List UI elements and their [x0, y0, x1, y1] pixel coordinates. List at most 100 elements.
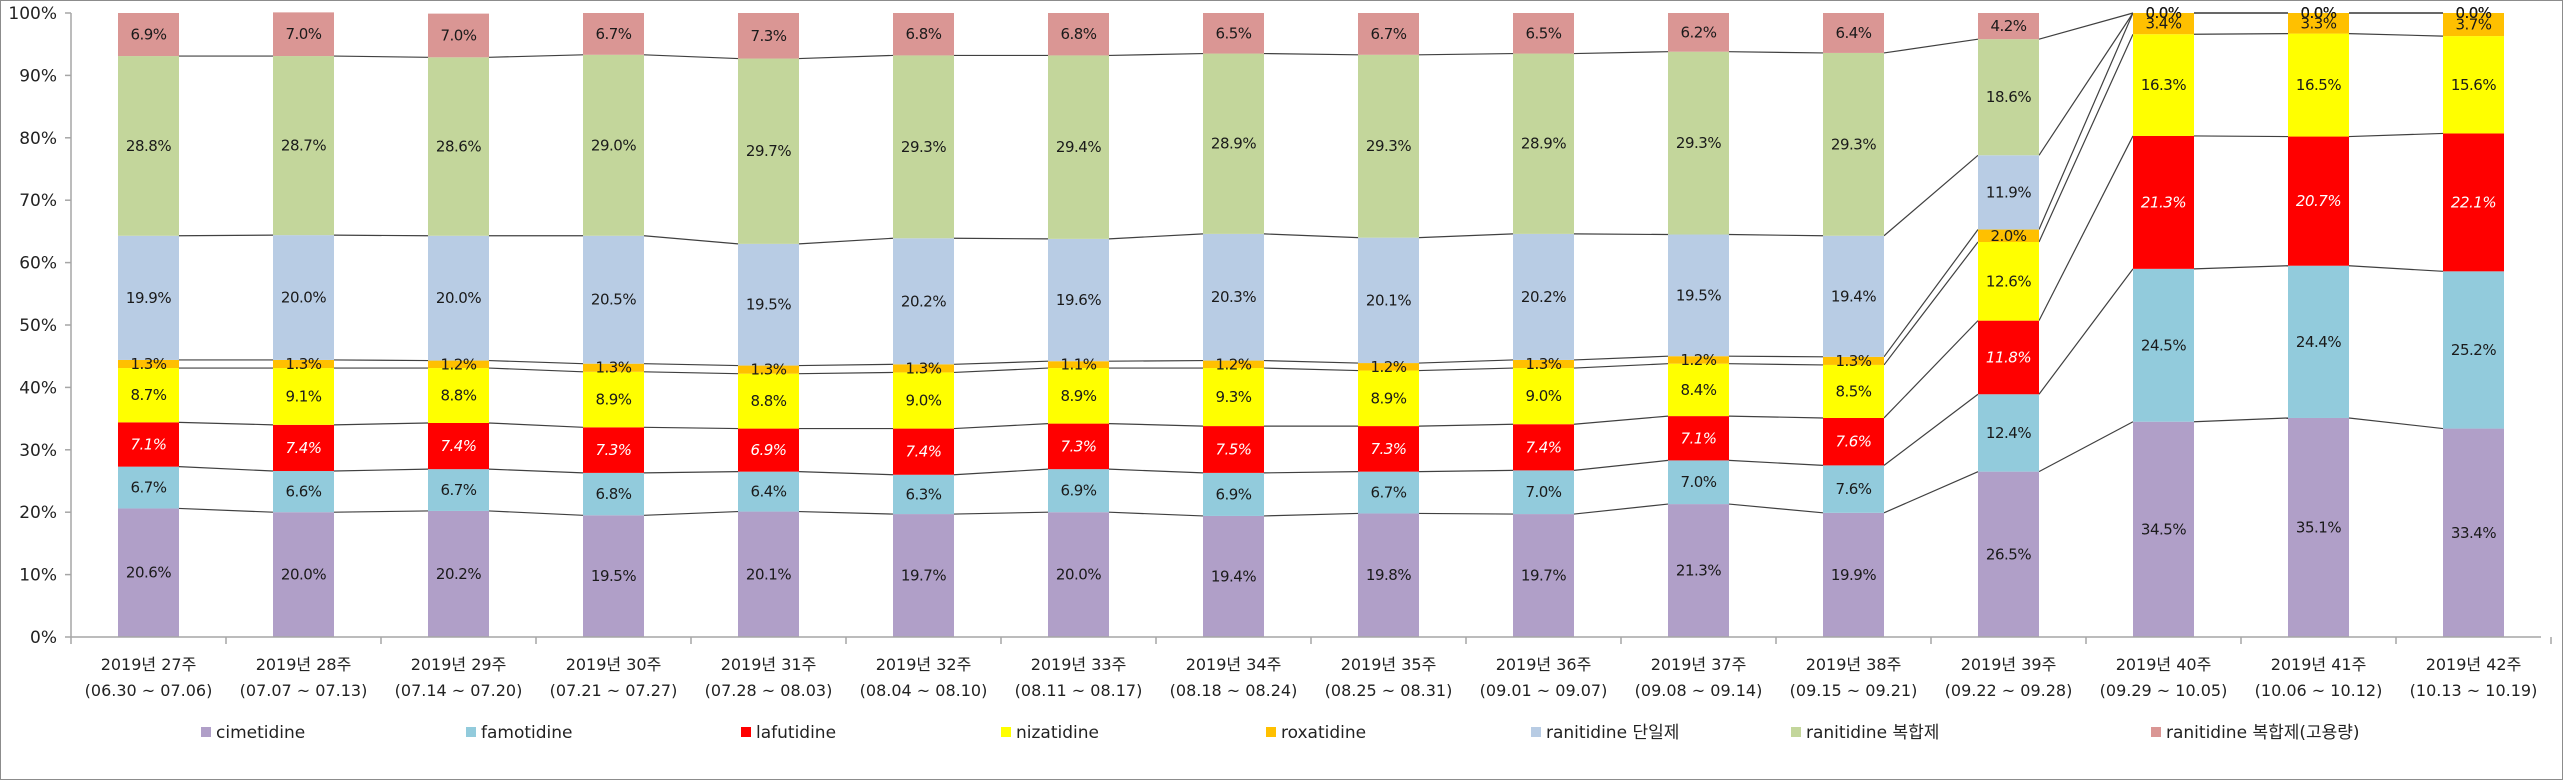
- bar-segment: [118, 422, 179, 467]
- bar-segment: [1048, 238, 1109, 362]
- data-label: 12.4%: [1986, 424, 2031, 442]
- series-line: [488, 468, 584, 474]
- bar-segment: [1048, 13, 1109, 56]
- bar-segment: [893, 55, 954, 239]
- data-label: 18.6%: [1986, 88, 2031, 106]
- series-line: [1728, 363, 1824, 366]
- data-label: 19.7%: [901, 567, 946, 585]
- legend-item: nizatidine: [1001, 723, 1099, 743]
- data-labels: 20.6% 20.0% 20.2% 19.5% 20.1% 19.7% 20.0% 19.4%…: [126, 4, 2497, 585]
- series-line: [953, 422, 1049, 430]
- data-label: 6.4%: [1835, 24, 1871, 42]
- data-label: 7.3%: [1370, 440, 1406, 458]
- bar-segment: [1668, 234, 1729, 357]
- y-axis: 0% 10% 20% 30% 40% 50% 60% 70% 80% 90% 100%: [8, 4, 72, 648]
- bar-segment: [1203, 368, 1264, 427]
- bar-segment: [273, 471, 334, 513]
- bar-segment: [118, 13, 179, 57]
- x-tick-label-week: 2019년 29주: [411, 655, 507, 674]
- series-line: [1883, 154, 1979, 237]
- series-line: [1263, 359, 1359, 364]
- data-label: 9.1%: [285, 387, 321, 405]
- series-line: [1573, 363, 1669, 369]
- x-axis: 2019년 27주 (06.30 ~ 07.06) 2019년 28주 (07.07 …: [70, 636, 2552, 700]
- bar-segment: [738, 471, 799, 512]
- data-label: 6.8%: [905, 25, 941, 43]
- bar-segment: [428, 510, 489, 637]
- data-label: 0.0%: [2300, 4, 2336, 22]
- series-line: [2193, 32, 2289, 35]
- x-tick-label-week: 2019년 32주: [876, 655, 972, 674]
- x-tick-label-range: (06.30 ~ 07.06): [85, 681, 213, 700]
- data-label: 0.0%: [2455, 4, 2491, 22]
- bar-segment: [1358, 426, 1419, 472]
- bar-segment: [273, 12, 334, 57]
- data-label: 22.1%: [2451, 193, 2496, 211]
- series-line: [488, 359, 584, 365]
- data-label: 25.2%: [2451, 341, 2496, 359]
- series-line: [1573, 459, 1669, 471]
- bar-segment: [1668, 356, 1729, 364]
- data-label: 8.8%: [440, 387, 476, 405]
- y-tick-label: 70%: [19, 191, 57, 211]
- series-line: [2038, 12, 2134, 156]
- bar-segment: [1513, 13, 1574, 54]
- data-label: 11.9%: [1986, 183, 2031, 201]
- legend-swatch: [201, 727, 211, 737]
- series-line: [1108, 233, 1204, 240]
- bar-segment: [1358, 363, 1419, 371]
- y-tick-label: 80%: [19, 129, 57, 149]
- bar-segment: [1823, 235, 1884, 357]
- y-tick-label: 20%: [19, 503, 57, 523]
- bar-segment: [1203, 426, 1264, 473]
- bar-segment: [583, 427, 644, 473]
- series-line: [333, 234, 429, 237]
- x-tick-label-week: 2019년 35주: [1341, 655, 1437, 674]
- data-label: 20.2%: [901, 292, 946, 310]
- series-line: [1418, 367, 1514, 372]
- data-label: 28.8%: [126, 137, 171, 155]
- series-line: [2038, 12, 2134, 230]
- legend-swatch: [1791, 727, 1801, 737]
- bar-segment: [1978, 320, 2039, 395]
- data-label: 0.0%: [2145, 4, 2181, 22]
- data-label: 11.8%: [1986, 348, 2031, 366]
- data-label: 9.0%: [1525, 387, 1561, 405]
- data-label: 34.5%: [2141, 520, 2186, 538]
- bar-segment: [893, 474, 954, 515]
- bar-segment: [273, 424, 334, 472]
- bar-segment: [1513, 368, 1574, 425]
- series-line: [643, 426, 739, 430]
- bar-segment: [1203, 515, 1264, 637]
- bar-segment: [428, 368, 489, 423]
- data-label: 29.0%: [591, 136, 636, 154]
- data-label: 20.6%: [126, 564, 171, 582]
- bar-segment: [1823, 356, 1884, 365]
- bar-segment: [428, 360, 489, 369]
- data-label: 1.3%: [905, 359, 941, 377]
- x-tick-label-week: 2019년 27주: [101, 655, 197, 674]
- y-tick-label: 100%: [8, 4, 57, 24]
- legend-swatch: [1531, 727, 1541, 737]
- data-label: 20.2%: [1521, 288, 1566, 306]
- bar-segment: [2288, 33, 2349, 137]
- bar-segment: [1203, 233, 1264, 361]
- bars: [118, 12, 2504, 637]
- bar-segment: [2443, 428, 2504, 637]
- data-label: 7.1%: [1680, 429, 1716, 447]
- bar-segment: [1048, 55, 1109, 239]
- data-label: 20.5%: [591, 291, 636, 309]
- legend-label: lafutidine: [756, 723, 836, 743]
- bar-segment: [583, 13, 644, 55]
- data-label: 7.6%: [1835, 433, 1871, 451]
- x-tick-label-range: (09.01 ~ 09.07): [1480, 681, 1608, 700]
- legend-label: nizatidine: [1016, 723, 1099, 743]
- data-label: 6.8%: [1060, 25, 1096, 43]
- bar-segment: [273, 512, 334, 637]
- data-label: 6.7%: [440, 481, 476, 499]
- data-label: 6.9%: [1060, 482, 1096, 500]
- bar-segment: [2443, 36, 2504, 134]
- series-line: [2038, 12, 2134, 40]
- data-label: 7.3%: [1060, 437, 1096, 455]
